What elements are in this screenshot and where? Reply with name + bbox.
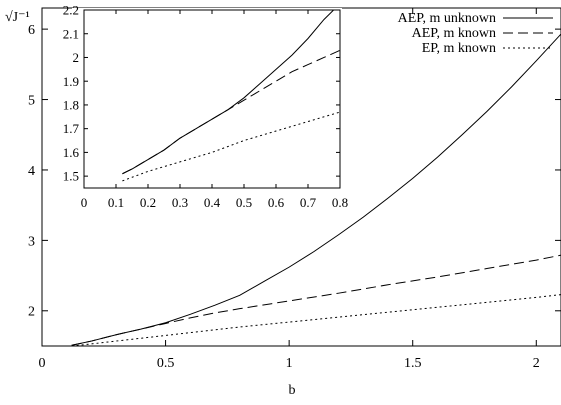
inset-xtick-label: 0.2 xyxy=(140,195,156,210)
y-axis-label: √J⁻¹ xyxy=(5,10,30,25)
main-ytick-label: 5 xyxy=(28,93,35,108)
inset-ytick-label: 1.8 xyxy=(63,97,79,112)
main-xtick-label: 2 xyxy=(533,356,540,371)
inset-xtick-label: 0.5 xyxy=(236,195,252,210)
main-ytick-label: 2 xyxy=(28,305,35,320)
inset-xtick-label: 0.3 xyxy=(172,195,188,210)
inset-plot: 0 0.1 0.2 0.3 0.4 0.5 0.6 0.7 0.8 1.5 1.6 1.7 1.8 1.9… xyxy=(63,3,348,210)
main-ytick-label: 6 xyxy=(28,23,35,38)
main-xtick-label: 0.5 xyxy=(157,356,175,371)
inset-xtick-label: 0 xyxy=(81,195,88,210)
main-plot: 0 0.5 1 1.5 2 2 3 4 5 6 xyxy=(28,8,561,371)
inset-ytick-label: 2 xyxy=(73,50,80,65)
inset-series-2-line xyxy=(122,49,340,175)
inset-ytick-label: 1.5 xyxy=(63,169,79,184)
main-series-2-line xyxy=(71,254,561,346)
main-ytick-label: 4 xyxy=(28,164,35,179)
inset-ytick-label: 2.1 xyxy=(63,26,79,41)
inset-ytick-label: 1.9 xyxy=(63,74,79,89)
main-xtick-label: 0 xyxy=(39,356,46,371)
main-xtick-label: 1 xyxy=(286,356,293,371)
inset-xtick-label: 0.8 xyxy=(332,195,348,210)
inset-xtick-label: 0.1 xyxy=(108,195,124,210)
main-xtick-label: 1.5 xyxy=(404,356,422,371)
inset-ytick-label: 1.7 xyxy=(63,121,80,136)
x-axis-label: b xyxy=(289,383,296,398)
legend-label: AEP, m known xyxy=(412,26,496,41)
inset-xtick-label: 0.4 xyxy=(204,195,221,210)
inset-series-3-line xyxy=(122,111,340,182)
inset-xtick-label: 0.7 xyxy=(300,195,317,210)
inset-background xyxy=(72,8,342,190)
inset-ytick-label: 2.2 xyxy=(63,3,79,18)
legend-label: EP, m known xyxy=(422,41,496,56)
legend-label: AEP, m unknown xyxy=(398,11,496,26)
inset-ytick-label: 1.6 xyxy=(63,145,80,160)
main-ytick-label: 3 xyxy=(28,234,35,249)
main-series-3-line xyxy=(71,294,561,346)
inset-xtick-label: 0.6 xyxy=(268,195,285,210)
